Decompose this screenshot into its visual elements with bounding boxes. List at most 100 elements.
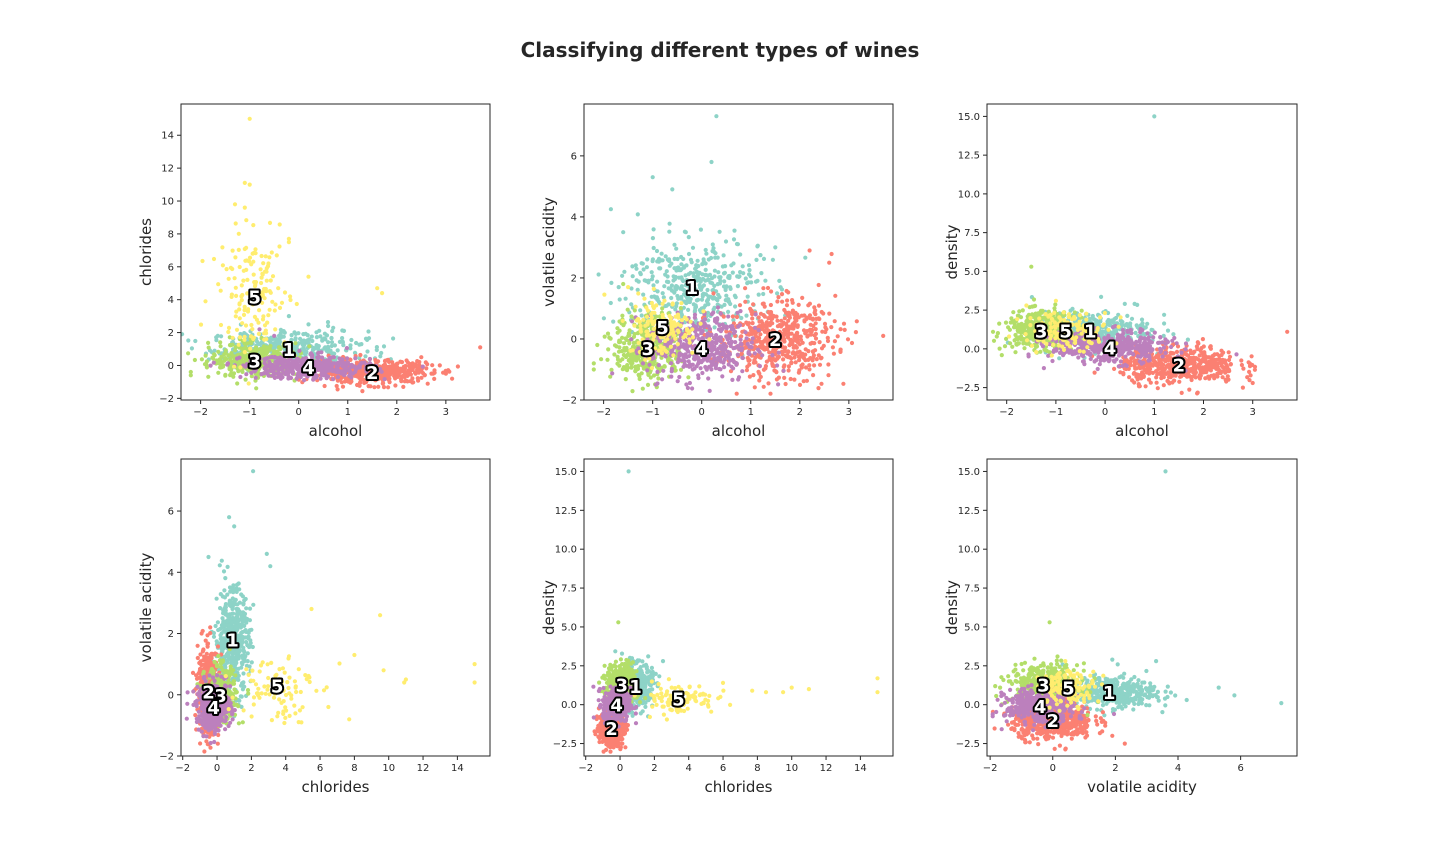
scatter-point bbox=[629, 365, 634, 370]
scatter-point bbox=[629, 319, 635, 324]
scatter-point bbox=[366, 329, 371, 334]
scatter-point bbox=[723, 239, 729, 244]
cluster-label-2: 2 bbox=[366, 363, 379, 384]
scatter-point bbox=[348, 343, 353, 348]
scatter-point bbox=[679, 301, 684, 306]
scatter-point bbox=[305, 333, 310, 338]
scatter-point bbox=[181, 332, 185, 337]
scatter-point bbox=[643, 323, 648, 328]
scatter-point bbox=[827, 260, 832, 265]
scatter-point bbox=[1285, 329, 1290, 334]
scatter-point bbox=[1118, 370, 1123, 375]
scatter-point bbox=[675, 322, 680, 327]
scatter-point bbox=[1197, 353, 1202, 358]
scatter-point bbox=[674, 246, 679, 251]
scatter-point bbox=[767, 323, 773, 328]
scatter-point bbox=[812, 310, 817, 315]
scatter-point bbox=[291, 352, 296, 357]
scatter-point bbox=[204, 365, 209, 370]
scatter-point bbox=[752, 358, 757, 363]
scatter-point bbox=[311, 373, 316, 378]
scatter-point bbox=[733, 340, 738, 345]
scatter-point bbox=[715, 282, 720, 287]
scatter-point bbox=[735, 352, 740, 357]
scatter-point bbox=[715, 255, 720, 260]
scatter-point bbox=[424, 366, 429, 371]
scatter-point bbox=[329, 368, 334, 373]
scatter-point bbox=[764, 323, 769, 328]
scatter-point bbox=[216, 282, 221, 287]
scatter-point bbox=[639, 371, 644, 376]
scatter-point bbox=[990, 329, 996, 334]
scatter-point bbox=[256, 289, 261, 294]
scatter-point bbox=[247, 259, 252, 264]
scatter-point bbox=[299, 340, 305, 345]
scatter-point bbox=[354, 340, 359, 346]
scatter-point bbox=[399, 360, 405, 365]
scatter-point bbox=[747, 352, 752, 357]
scatter-point bbox=[755, 244, 760, 249]
scatter-point bbox=[269, 250, 274, 255]
scatter-point bbox=[728, 285, 733, 290]
scatter-point bbox=[688, 319, 693, 324]
scatter-point bbox=[745, 294, 750, 299]
scatter-point bbox=[796, 302, 801, 307]
scatter-point bbox=[669, 321, 674, 326]
scatter-point bbox=[797, 358, 802, 363]
scatter-point bbox=[1139, 317, 1145, 322]
scatter-point bbox=[1128, 359, 1133, 364]
scatter-point bbox=[1148, 380, 1153, 385]
y-tick-label: 6 bbox=[571, 151, 577, 162]
scatter-point bbox=[251, 223, 256, 228]
scatter-point bbox=[1154, 375, 1159, 380]
scatter-point bbox=[295, 356, 300, 361]
scatter-point bbox=[243, 364, 248, 369]
scatter-point bbox=[773, 369, 779, 374]
scatter-point bbox=[705, 331, 711, 336]
scatter-point bbox=[228, 265, 233, 270]
scatter-point bbox=[264, 269, 269, 274]
scatter-point bbox=[366, 373, 371, 378]
scatter-point bbox=[1195, 346, 1200, 352]
scatter-point bbox=[715, 317, 720, 322]
scatter-point bbox=[599, 357, 604, 362]
scatter-point bbox=[827, 311, 832, 316]
scatter-point bbox=[745, 341, 750, 346]
scatter-point bbox=[636, 279, 641, 284]
scatter-point bbox=[620, 273, 625, 278]
scatter-point bbox=[432, 368, 437, 373]
scatter-point bbox=[703, 267, 708, 272]
scatter-point bbox=[373, 363, 379, 369]
scatter-point bbox=[657, 324, 663, 329]
scatter-point bbox=[408, 379, 413, 384]
scatter-point bbox=[226, 353, 231, 358]
scatter-point bbox=[219, 334, 224, 339]
scatter-point bbox=[676, 346, 681, 351]
scatter-point bbox=[715, 298, 720, 303]
scatter-point bbox=[661, 368, 666, 373]
scatter-point bbox=[335, 375, 341, 380]
scatter-point bbox=[300, 371, 305, 376]
scatter-point bbox=[309, 334, 314, 339]
scatter-point bbox=[267, 220, 273, 225]
scatter-point bbox=[268, 343, 273, 349]
scatter-point bbox=[241, 312, 247, 317]
scatter-point bbox=[687, 337, 692, 342]
scatter-point bbox=[1194, 364, 1199, 369]
scatter-point bbox=[765, 337, 771, 342]
scatter-point bbox=[254, 317, 259, 322]
scatter-point bbox=[297, 363, 302, 368]
scatter-point bbox=[277, 222, 282, 227]
scatter-point bbox=[676, 329, 681, 335]
scatter-point bbox=[698, 227, 704, 232]
scatter-point bbox=[680, 277, 685, 282]
scatter-point bbox=[826, 362, 831, 367]
scatter-point bbox=[1189, 377, 1194, 383]
scatter-point bbox=[853, 330, 859, 335]
scatter-point bbox=[345, 356, 350, 361]
scatter-point bbox=[335, 387, 340, 392]
scatter-point bbox=[706, 294, 711, 299]
scatter-point bbox=[623, 347, 628, 352]
scatter-point bbox=[764, 345, 770, 350]
scatter-point bbox=[1171, 360, 1176, 365]
